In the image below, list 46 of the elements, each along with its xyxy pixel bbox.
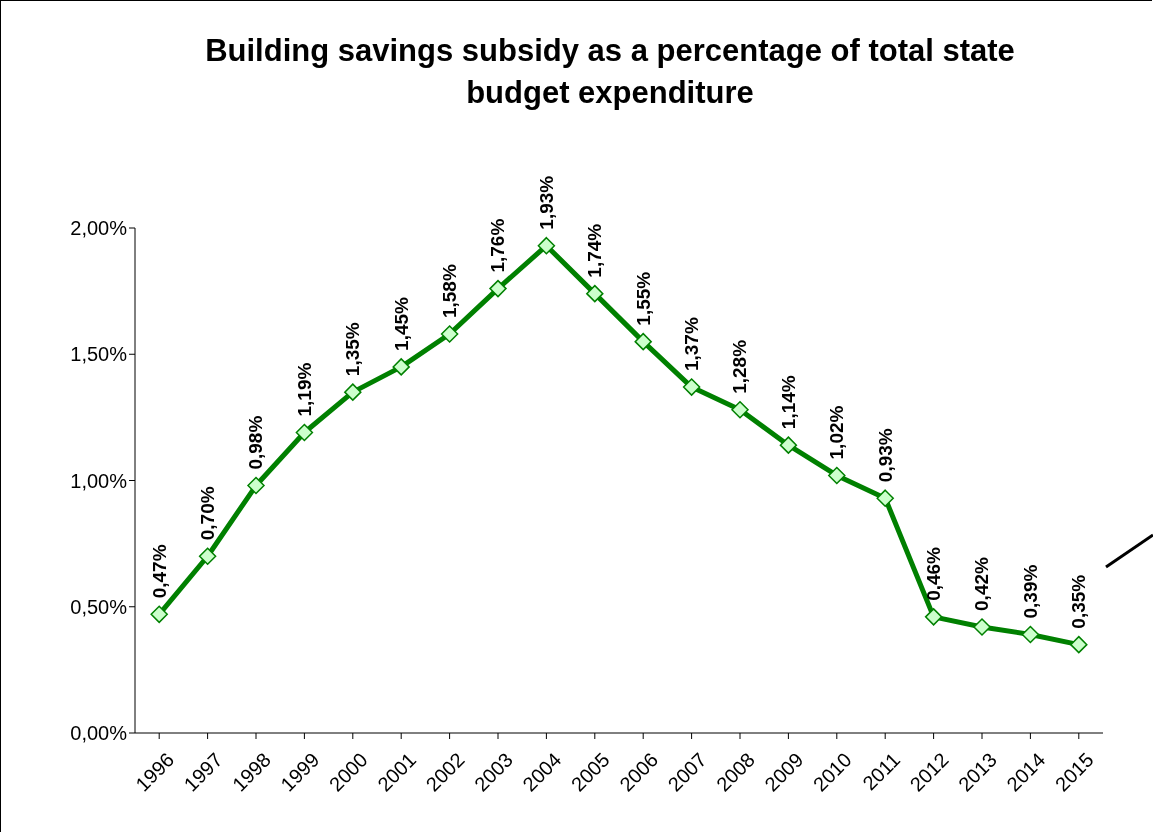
data-label: 0,35% xyxy=(1068,574,1090,629)
data-label: 1,02% xyxy=(826,405,848,460)
data-label: 1,74% xyxy=(584,223,606,278)
data-label: 1,37% xyxy=(681,317,703,372)
point xyxy=(150,605,168,624)
point xyxy=(634,332,652,351)
data-label: 0,39% xyxy=(1019,564,1041,619)
data-label: 1,19% xyxy=(293,362,315,417)
data-label: 0,47% xyxy=(148,544,170,599)
point xyxy=(1021,625,1040,644)
point xyxy=(537,236,556,255)
data-label: 1,58% xyxy=(439,264,461,319)
point xyxy=(924,608,943,626)
y-tick-label: 2,00% xyxy=(70,217,128,240)
data-label: 1,55% xyxy=(632,271,654,326)
point xyxy=(586,284,604,303)
point xyxy=(828,466,846,485)
chart-title: Building savings subsidy as a percentage of total state budget expenditure xyxy=(204,32,1016,112)
data-label: 0,46% xyxy=(923,546,945,601)
data-label: 0,98% xyxy=(245,415,267,470)
point xyxy=(876,489,894,507)
y-tick-label: 0,00% xyxy=(70,722,128,745)
point xyxy=(682,378,701,396)
y-tick-label: 0,50% xyxy=(70,595,128,618)
point xyxy=(1070,635,1088,654)
point xyxy=(973,618,991,636)
y-tick-label: 1,00% xyxy=(70,469,128,492)
point xyxy=(731,401,749,419)
data-label: 1,28% xyxy=(729,339,751,394)
data-label: 1,14% xyxy=(777,375,799,430)
point xyxy=(198,547,217,565)
point xyxy=(392,358,410,376)
point xyxy=(344,383,362,401)
data-label: 1,76% xyxy=(487,218,509,273)
data-label: 0,70% xyxy=(197,486,219,541)
point xyxy=(779,436,798,454)
point xyxy=(440,325,459,343)
data-label: 1,93% xyxy=(535,175,557,230)
data-label: 1,35% xyxy=(342,322,364,377)
point xyxy=(295,423,314,442)
data-label: 1,45% xyxy=(390,296,412,351)
point xyxy=(247,476,265,495)
point xyxy=(489,279,507,298)
data-label: 0,42% xyxy=(971,556,993,611)
y-tick-label: 1,50% xyxy=(70,343,128,366)
data-label: 0,93% xyxy=(874,428,896,483)
